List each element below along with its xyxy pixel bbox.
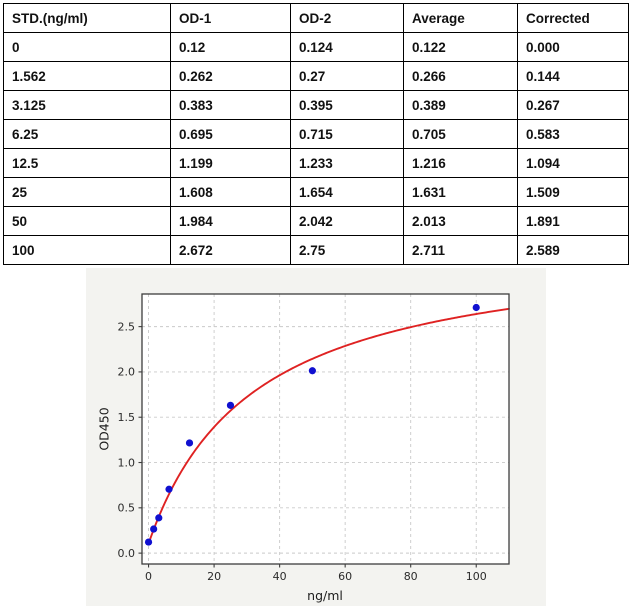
table-header-cell: Average (403, 3, 518, 33)
table-cell: 0.124 (290, 32, 404, 62)
table-row: 0 0.12 0.124 0.122 0.000 (3, 32, 629, 62)
table-cell: 25 (3, 177, 171, 207)
y-tick-label: 1.0 (118, 456, 136, 469)
table-header-cell: Corrected (517, 3, 629, 33)
standards-table-header: STD.(ng/ml) OD-1 OD-2 Average Corrected (3, 3, 629, 33)
y-tick-label: 0.5 (118, 502, 136, 515)
table-cell: 0.395 (290, 90, 404, 120)
table-cell: 0.705 (403, 119, 518, 149)
table-cell: 0.583 (517, 119, 629, 149)
table-cell: 2.013 (403, 206, 518, 236)
table-cell: 1.891 (517, 206, 629, 236)
table-cell: 1.562 (3, 61, 171, 91)
table-cell: 1.199 (170, 148, 291, 178)
x-axis-label: ng/ml (307, 588, 343, 603)
table-cell: 100 (3, 235, 171, 265)
table-cell: 0.144 (517, 61, 629, 91)
table-cell: 50 (3, 206, 171, 236)
x-tick-label: 0 (145, 570, 152, 583)
table-cell: 12.5 (3, 148, 171, 178)
table-cell: 2.75 (290, 235, 404, 265)
x-tick-label: 80 (404, 570, 418, 583)
standards-table-body: 0 0.12 0.124 0.122 0.000 1.562 0.262 0.27 0.266 0… (3, 32, 629, 265)
data-point (472, 303, 480, 312)
table-row: 12.5 1.199 1.233 1.216 1.094 (3, 148, 629, 178)
table-cell: 0.266 (403, 61, 518, 91)
table-cell: 1.509 (517, 177, 629, 207)
table-cell: 0.267 (517, 90, 629, 120)
table-row: 6.25 0.695 0.715 0.705 0.583 (3, 119, 629, 149)
table-cell: 0.000 (517, 32, 629, 62)
standard-curve-chart: 0 20 40 60 80 100 0.0 0.5 1.0 1.5 2.0 2.5 (86, 268, 546, 606)
table-cell: 2.672 (170, 235, 291, 265)
fit-curve (147, 307, 510, 545)
table-header-cell: OD-1 (170, 3, 291, 33)
table-cell: 1.216 (403, 148, 518, 178)
table-cell: 0.715 (290, 119, 404, 149)
x-tick-label: 40 (273, 570, 287, 583)
data-point (155, 514, 163, 522)
y-tick-label: 0.0 (118, 547, 136, 560)
table-cell: 0.27 (290, 61, 404, 91)
table-cell: 0.389 (403, 90, 518, 120)
x-tick-label: 100 (466, 570, 487, 583)
data-point (185, 439, 194, 447)
table-cell: 1.094 (517, 148, 629, 178)
table-cell: 0.383 (170, 90, 291, 120)
table-row: 100 2.672 2.75 2.711 2.589 (3, 235, 629, 265)
table-cell: 0 (3, 32, 171, 62)
table-row: 1.562 0.262 0.27 0.266 0.144 (3, 61, 629, 91)
data-point (308, 367, 316, 375)
y-tick-label: 1.5 (118, 411, 136, 424)
table-cell: 1.631 (403, 177, 518, 207)
standards-table: STD.(ng/ml) OD-1 OD-2 Average Corrected 0 0.1… (3, 3, 629, 265)
table-row: 25 1.608 1.654 1.631 1.509 (3, 177, 629, 207)
table-row: 3.125 0.383 0.395 0.389 0.267 (3, 90, 629, 120)
plot-background (142, 294, 509, 564)
x-tick-label: 60 (338, 570, 352, 583)
standard-curve-figure: 0 20 40 60 80 100 0.0 0.5 1.0 1.5 2.0 2.5 (86, 268, 546, 606)
table-cell: 1.654 (290, 177, 404, 207)
data-point (144, 538, 153, 546)
plot-border (141, 293, 510, 565)
data-point (226, 401, 235, 409)
table-cell: 1.233 (290, 148, 404, 178)
x-tick-label: 20 (207, 570, 221, 583)
table-cell: 0.122 (403, 32, 518, 62)
table-cell: 1.984 (170, 206, 291, 236)
table-header-cell: STD.(ng/ml) (3, 3, 171, 33)
table-row: 50 1.984 2.042 2.013 1.891 (3, 206, 629, 236)
table-cell: 1.608 (170, 177, 291, 207)
y-tick-label: 2.0 (118, 366, 136, 379)
table-cell: 2.711 (403, 235, 518, 265)
y-axis-label: OD450 (96, 407, 112, 451)
table-cell: 3.125 (3, 90, 171, 120)
table-cell: 0.262 (170, 61, 291, 91)
table-header-cell: OD-2 (290, 3, 404, 33)
data-point (150, 525, 158, 533)
table-cell: 6.25 (3, 119, 171, 149)
table-cell: 0.695 (170, 119, 291, 149)
y-tick-label: 2.5 (118, 320, 136, 333)
table-cell: 2.589 (517, 235, 629, 265)
table-cell: 2.042 (290, 206, 404, 236)
table-cell: 0.12 (170, 32, 291, 62)
data-point (165, 485, 173, 493)
table-header-row: STD.(ng/ml) OD-1 OD-2 Average Corrected (3, 3, 629, 33)
